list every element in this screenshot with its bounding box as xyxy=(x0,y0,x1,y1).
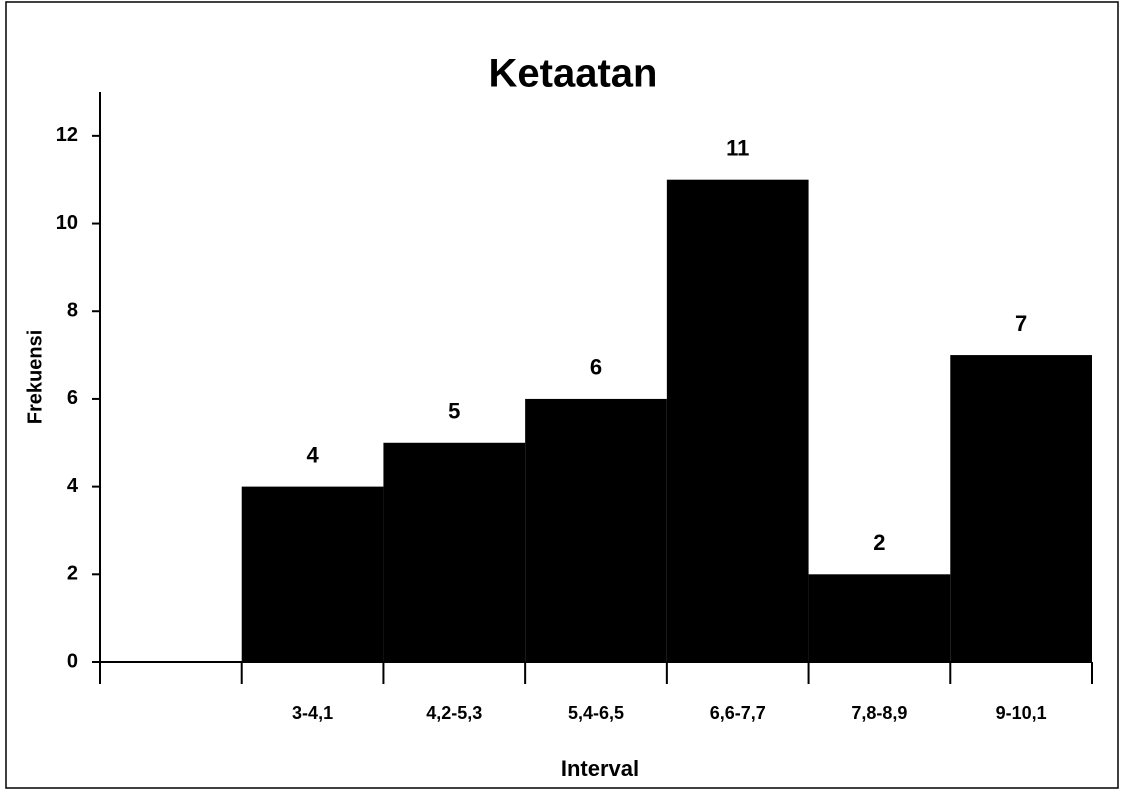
x-tick-label: 6,6-7,7 xyxy=(710,703,766,723)
data-label: 6 xyxy=(590,355,602,380)
x-tick-label: 4,2-5,3 xyxy=(426,703,482,723)
chart-frame xyxy=(5,1,1119,789)
y-tick-label: 10 xyxy=(56,212,78,234)
x-tick-label: 7,8-8,9 xyxy=(851,703,907,723)
data-label: 11 xyxy=(726,136,749,161)
bar xyxy=(383,442,526,662)
x-tick-label: 3-4,1 xyxy=(292,703,333,723)
y-tick-label: 6 xyxy=(67,387,78,409)
bar xyxy=(666,179,809,662)
chart-title: Ketaatan xyxy=(489,52,658,96)
bar xyxy=(808,574,951,662)
y-axis-label: Frekuensi xyxy=(24,330,46,424)
y-tick-label: 4 xyxy=(67,475,79,497)
data-label: 2 xyxy=(873,530,885,555)
x-tick-label: 9-10,1 xyxy=(996,703,1047,723)
data-label: 4 xyxy=(306,442,319,467)
bar xyxy=(525,398,667,662)
y-tick-label: 12 xyxy=(56,124,78,146)
x-tick-label: 5,4-6,5 xyxy=(568,703,624,723)
bar xyxy=(950,355,1092,662)
data-label: 5 xyxy=(448,399,460,424)
x-axis-label: Interval xyxy=(561,756,639,781)
data-label: 7 xyxy=(1015,311,1027,336)
y-tick-label: 8 xyxy=(67,300,78,322)
bar xyxy=(241,486,384,662)
y-tick-label: 2 xyxy=(67,563,78,585)
y-tick-label: 0 xyxy=(67,650,78,672)
